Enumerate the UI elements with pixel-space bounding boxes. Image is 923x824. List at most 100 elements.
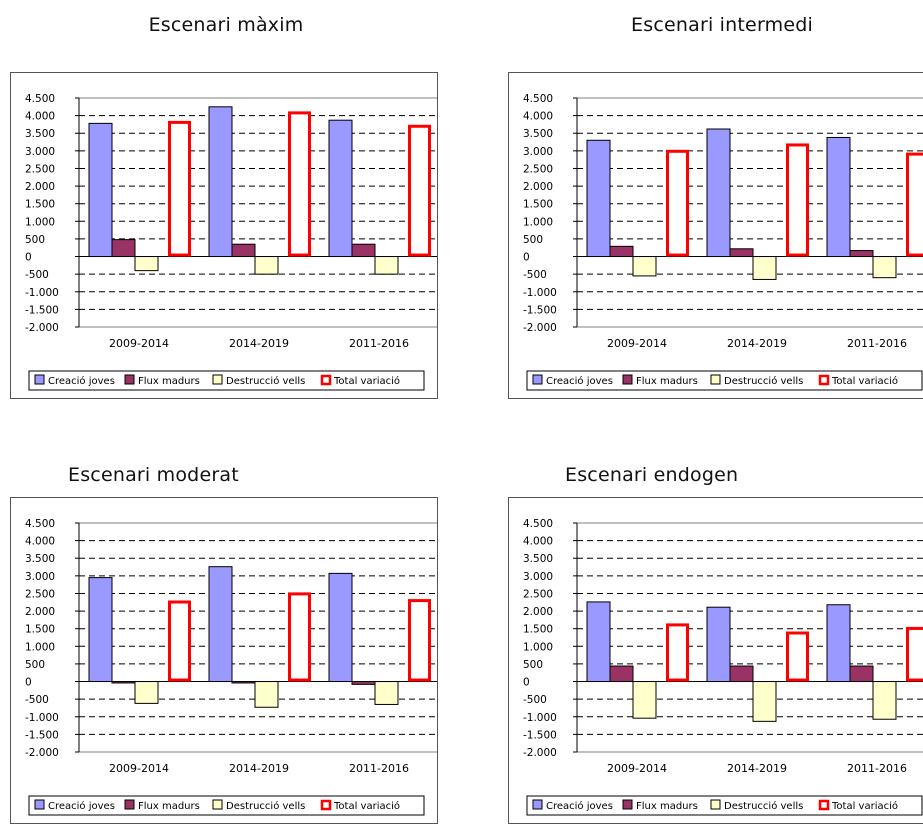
bar-2 — [134, 681, 159, 704]
chart-frame: 4.500 4.000 3.500 3.000 2.500 2.000 1.500 1.000… — [10, 497, 438, 824]
y-tick-label: 4.500 — [25, 93, 55, 105]
bar-2 — [134, 256, 159, 272]
y-tick-label: 3.000 — [25, 146, 55, 158]
legend-swatch — [212, 799, 223, 810]
y-tick-label: 500 — [523, 234, 543, 246]
y-tick-label: -2.000 — [25, 747, 59, 759]
y-tick-label: 1.500 — [523, 199, 553, 211]
bar-0 — [826, 136, 851, 258]
bar-total-variacio — [168, 120, 191, 257]
legend-swatch — [212, 374, 223, 385]
legend-label: Total variació — [333, 375, 400, 387]
plot-area — [78, 522, 437, 753]
y-tick-label: -500 — [25, 694, 49, 706]
y-tick-label: 2.500 — [25, 588, 55, 600]
y-tick-label: 500 — [25, 659, 45, 671]
x-tick-label: 2014-2019 — [727, 762, 787, 775]
bar-0 — [88, 122, 113, 258]
x-tick-label: 2014-2019 — [229, 337, 289, 350]
y-tick-label: 1.000 — [523, 641, 553, 653]
y-tick-label: 3.500 — [25, 553, 55, 565]
y-tick-label: 1.000 — [25, 641, 55, 653]
y-tick-label: -2.000 — [25, 322, 59, 334]
legend-label: Destrucció vells — [226, 800, 305, 812]
bar-total-variacio — [288, 592, 311, 682]
chart-frame: 4.500 4.000 3.500 3.000 2.500 2.000 1.500 1.000… — [10, 72, 438, 399]
legend-swatch — [124, 799, 135, 810]
bar-2 — [632, 681, 657, 719]
y-tick-label: 1.000 — [25, 216, 55, 228]
bar-1 — [111, 681, 136, 684]
bar-total-variacio — [786, 631, 809, 682]
legend-label: Creació joves — [48, 375, 115, 387]
bar-0 — [328, 572, 353, 683]
bar-0 — [208, 566, 233, 683]
y-tick-label: 2.500 — [523, 163, 553, 175]
legend-label: Creació joves — [48, 800, 115, 812]
legend-label: Flux madurs — [636, 376, 698, 387]
bar-1 — [351, 243, 376, 258]
legend-label: Destrucció vells — [724, 800, 803, 812]
bar-2 — [872, 681, 897, 720]
legend-swatch — [622, 374, 633, 385]
bar-1 — [729, 248, 754, 258]
x-tick-label: 2009-2014 — [109, 762, 169, 775]
y-tick-label: 1.500 — [523, 624, 553, 636]
y-tick-label: 4.000 — [523, 111, 553, 123]
chart-frame: 4.500 4.000 3.500 3.000 2.500 2.000 1.500 1.000… — [508, 72, 923, 399]
y-tick-label: 4.500 — [25, 518, 55, 530]
legend-label: Flux madurs — [636, 801, 698, 812]
bar-2 — [374, 256, 399, 275]
legend-swatch — [532, 799, 543, 810]
legend-swatch — [320, 799, 332, 811]
y-tick-label: 0 — [25, 252, 32, 264]
y-tick-label: 2.000 — [25, 181, 55, 193]
legend-label: Creació joves — [546, 800, 613, 812]
y-tick-label: 3.500 — [523, 128, 553, 140]
y-tick-label: 1.500 — [25, 199, 55, 211]
bar-chart-endogen: 4.500 4.000 3.500 3.000 2.500 2.000 1.500 1.000… — [523, 518, 923, 816]
y-tick-label: 500 — [25, 234, 45, 246]
y-tick-label: 0 — [25, 677, 32, 689]
bar-1 — [849, 250, 874, 258]
chart-title: Escenari moderat — [68, 464, 239, 486]
bar-2 — [752, 256, 777, 280]
bar-0 — [208, 106, 233, 258]
bar-2 — [254, 681, 279, 708]
y-tick-label: -500 — [25, 269, 49, 281]
bar-0 — [586, 139, 611, 258]
bar-chart-moderat: 4.500 4.000 3.500 3.000 2.500 2.000 1.500 1.000… — [25, 518, 437, 816]
legend-label: Creació joves — [546, 375, 613, 387]
bar-total-variacio — [906, 152, 923, 257]
plot-area — [78, 97, 437, 328]
bar-2 — [254, 256, 279, 275]
y-tick-label: -1.000 — [25, 287, 59, 299]
bar-0 — [88, 577, 113, 683]
y-tick-label: 3.000 — [523, 571, 553, 583]
y-tick-label: -1.000 — [523, 712, 557, 724]
y-tick-label: 4.000 — [25, 536, 55, 548]
x-tick-label: 2011-2016 — [847, 337, 907, 350]
y-tick-label: -500 — [523, 269, 547, 281]
y-tick-label: 4.000 — [523, 536, 553, 548]
bar-total-variacio — [666, 149, 689, 257]
bar-1 — [351, 681, 376, 685]
y-tick-label: 2.000 — [25, 606, 55, 618]
x-tick-label: 2011-2016 — [349, 762, 409, 775]
bar-chart-intermedi: 4.500 4.000 3.500 3.000 2.500 2.000 1.500 1.000… — [523, 93, 923, 391]
x-tick-label: 2009-2014 — [607, 337, 667, 350]
x-tick-label: 2009-2014 — [607, 762, 667, 775]
y-tick-label: -1.500 — [25, 304, 59, 316]
bar-2 — [374, 681, 399, 705]
bar-total-variacio — [906, 626, 923, 682]
legend-swatch — [532, 374, 543, 385]
legend-swatch — [320, 374, 332, 386]
y-tick-label: 2.000 — [523, 181, 553, 193]
y-tick-label: 1.500 — [25, 624, 55, 636]
bar-total-variacio — [168, 600, 191, 682]
bar-total-variacio — [408, 124, 431, 257]
bar-1 — [231, 243, 256, 258]
y-tick-label: -1.000 — [523, 287, 557, 299]
y-tick-label: -1.500 — [25, 729, 59, 741]
bar-0 — [706, 128, 731, 258]
